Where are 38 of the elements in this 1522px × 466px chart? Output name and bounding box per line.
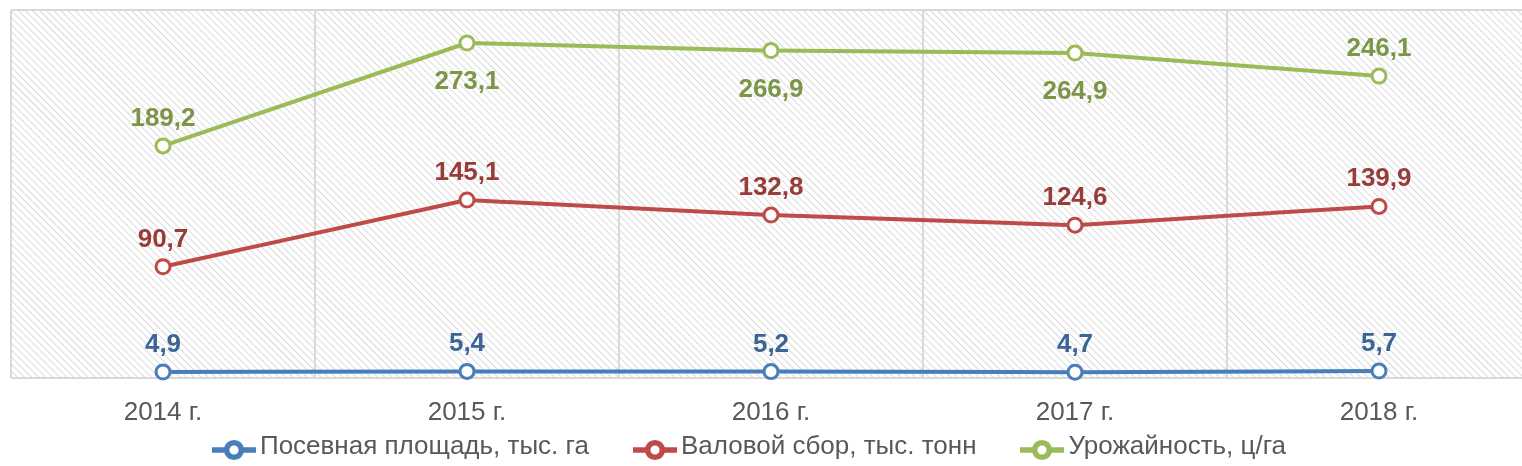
point <box>762 206 780 224</box>
data-label: 264,9 <box>1042 75 1108 106</box>
data-label: 139,9 <box>1346 162 1412 193</box>
data-label: 266,9 <box>738 72 804 103</box>
data-label: 246,1 <box>1346 32 1412 63</box>
data-label: 273,1 <box>434 65 500 95</box>
point <box>154 363 172 381</box>
point <box>1066 44 1084 62</box>
x-tick-label: 2014 г. <box>123 396 203 427</box>
data-label: 145,1 <box>434 156 500 187</box>
x-tick-label: 2015 г. <box>427 396 507 427</box>
point <box>1370 197 1388 215</box>
point <box>1066 363 1084 381</box>
data-label: 189,2 <box>130 101 196 132</box>
data-label: 132,8 <box>738 171 804 202</box>
data-label: 5,4 <box>448 327 486 358</box>
point <box>458 34 476 52</box>
point <box>762 42 780 60</box>
point <box>762 363 780 381</box>
legend-label: Урожайность, ц/га <box>1068 430 1287 461</box>
point <box>458 191 476 209</box>
data-label: 4,9 <box>144 327 182 358</box>
point <box>1066 216 1084 234</box>
point <box>154 137 172 155</box>
legend-label: Посевная площадь, тыс. га <box>259 430 589 461</box>
point <box>458 362 476 380</box>
data-label: 90,7 <box>137 222 189 253</box>
data-label: 124,6 <box>1042 181 1108 212</box>
point <box>154 258 172 276</box>
data-label: 5,7 <box>1360 327 1398 358</box>
x-tick-label: 2016 г. <box>731 396 811 427</box>
data-label: 4,7 <box>1056 328 1094 359</box>
point <box>1370 362 1388 380</box>
data-label: 5,2 <box>752 327 790 358</box>
legend-label: Валовой сбор, тыс. тонн <box>680 430 977 461</box>
x-tick-label: 2018 г. <box>1339 396 1419 427</box>
x-tick-label: 2017 г. <box>1035 396 1115 427</box>
point <box>1370 67 1388 85</box>
